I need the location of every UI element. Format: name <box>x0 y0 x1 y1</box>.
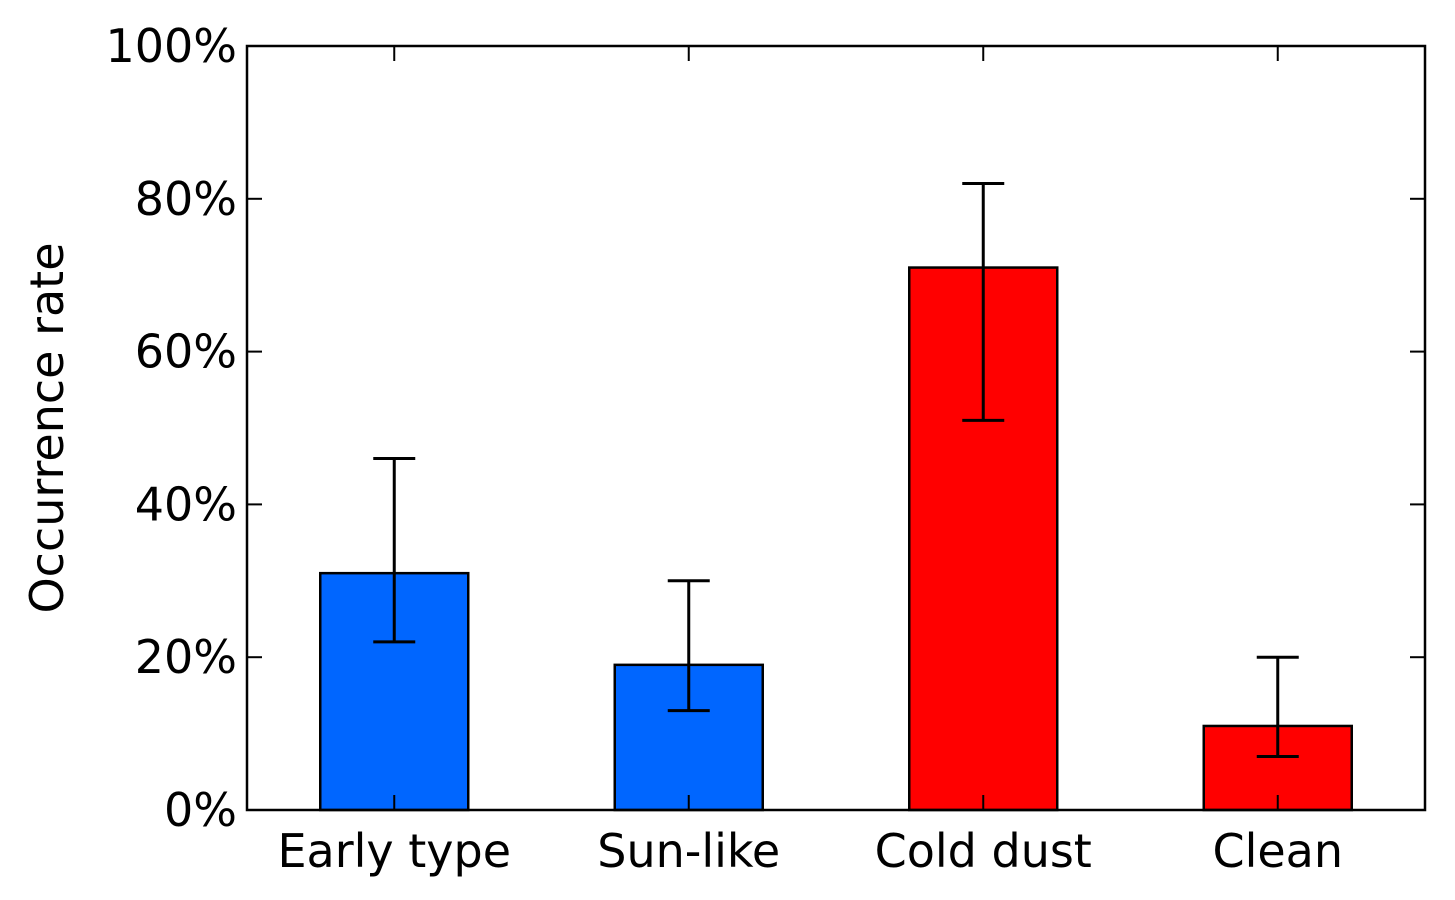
error-bars-layer <box>373 182 1299 759</box>
x-tick-label: Sun-like <box>597 824 780 878</box>
y-tick-label: 60% <box>135 325 237 379</box>
error-bar <box>962 182 1005 422</box>
y-tick-label: 40% <box>135 477 237 531</box>
error-bar <box>667 579 710 713</box>
plot-frame <box>245 44 1427 812</box>
error-bar <box>1256 655 1299 759</box>
bars-layer <box>319 266 1353 812</box>
y-tick-label: 0% <box>164 783 237 837</box>
x-tick-label: Cold dust <box>875 824 1092 878</box>
y-tick-label: 20% <box>135 630 237 684</box>
error-bar <box>373 457 416 644</box>
x-tick-label: Clean <box>1212 824 1343 878</box>
ticks-layer <box>247 46 1425 810</box>
y-tick-label: 100% <box>105 19 237 73</box>
x-tick-label: Early type <box>277 824 511 878</box>
y-axis-label: Occurrence rate <box>20 242 74 613</box>
y-tick-label: 80% <box>135 172 237 226</box>
labels-layer: Early type Sun-like Cold dust Clean 0% 20% 40%… <box>105 19 1343 878</box>
